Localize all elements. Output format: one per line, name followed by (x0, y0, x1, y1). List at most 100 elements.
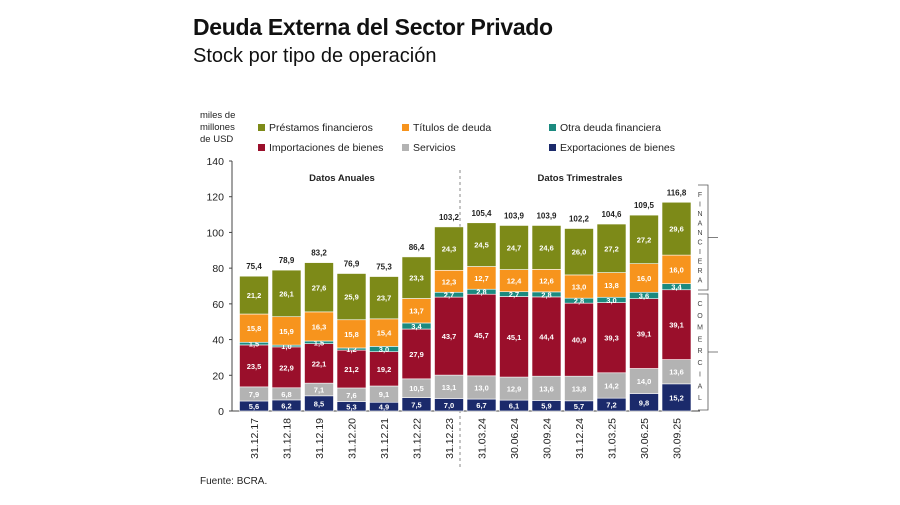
bar-segment (661, 383, 692, 412)
data-label: 2,8 (541, 290, 551, 299)
bar-segment (531, 296, 562, 377)
data-label: 25,9 (344, 293, 359, 302)
data-label: 21,2 (247, 291, 262, 300)
legend-label: Exportaciones de bienes (560, 142, 675, 154)
page-subtitle: Stock por tipo de operación (193, 45, 437, 67)
total-label: 83,2 (311, 249, 327, 258)
bar-segment (564, 228, 594, 276)
bar-segment (629, 298, 659, 369)
data-label: 12,3 (442, 277, 457, 286)
data-label: 13,8 (572, 385, 587, 394)
data-label: 43,7 (442, 332, 457, 341)
bar-segment (369, 351, 399, 387)
bar-segment (336, 273, 367, 321)
legend-swatch (402, 144, 409, 151)
data-label: 7,2 (606, 401, 616, 410)
data-label: 5,6 (249, 402, 259, 411)
bar-segment (369, 276, 399, 320)
bar-segment (434, 226, 464, 271)
data-label: 22,9 (279, 363, 294, 372)
data-label: 1,2 (346, 345, 356, 354)
bar-segment (629, 263, 659, 293)
x-tick-label: 31.12.24 (574, 418, 586, 459)
legend-swatch (549, 124, 556, 131)
total-label: 109,5 (634, 201, 655, 210)
data-label: 1,0 (281, 342, 291, 351)
bar-segment (466, 293, 497, 377)
section-label-annual: Datos Anuales (309, 173, 375, 184)
data-label: 16,0 (669, 265, 684, 274)
data-label: 16,0 (637, 274, 652, 283)
financiera-letter: I (699, 249, 701, 256)
comercial-letter: I (699, 372, 701, 379)
bar-segment (629, 368, 659, 394)
data-label: 15,4 (377, 329, 392, 338)
total-label: 103,9 (504, 211, 525, 220)
bar-segment (434, 296, 464, 376)
total-label: 75,3 (376, 263, 392, 272)
x-tick-label: 31.12.19 (314, 418, 326, 459)
data-label: 26,1 (279, 289, 294, 298)
data-label: 26,0 (572, 248, 587, 257)
y-tick-label: 120 (206, 192, 224, 204)
financiera-letter: E (698, 259, 703, 266)
data-label: 24,3 (442, 245, 457, 254)
data-label: 27,2 (604, 244, 619, 253)
legend-swatch (402, 124, 409, 131)
data-label: 24,7 (507, 244, 522, 253)
legend-swatch (258, 124, 265, 131)
bar-segment (401, 256, 432, 299)
data-label: 15,9 (279, 327, 294, 336)
data-label: 3,0 (606, 296, 616, 305)
bar-segment (596, 223, 627, 273)
data-label: 13,8 (604, 281, 619, 290)
comercial-bracket (698, 293, 718, 411)
bar-segment (596, 272, 627, 298)
data-label: 27,2 (637, 235, 652, 244)
data-label: 13,1 (442, 383, 457, 392)
bar-segment (336, 319, 367, 349)
data-label: 14,0 (637, 377, 652, 386)
comercial-letter: L (698, 395, 702, 402)
data-label: 3,0 (379, 345, 389, 354)
y-tick-label: 80 (212, 263, 224, 275)
data-label: 15,2 (669, 393, 684, 402)
bar-segment (466, 222, 497, 267)
x-tick-label: 31.12.18 (282, 418, 294, 459)
x-tick-label: 31.03.24 (477, 418, 489, 459)
x-tick-label: 30.09.24 (542, 418, 554, 459)
data-label: 3,6 (639, 291, 649, 300)
data-label: 45,1 (507, 333, 522, 342)
bar-segment (596, 372, 627, 399)
total-label: 102,2 (569, 215, 590, 224)
data-label: 13,0 (474, 383, 489, 392)
bar-segment (271, 346, 302, 389)
section-label-quarterly: Datos Trimestrales (537, 173, 622, 184)
data-label: 1,5 (314, 338, 324, 347)
data-label: 2,8 (574, 297, 584, 306)
legend-label: Importaciones de bienes (269, 142, 383, 154)
x-tick-label: 31.03.25 (607, 418, 619, 459)
data-label: 16,3 (312, 322, 327, 331)
total-label: 86,4 (409, 243, 425, 252)
data-label: 19,2 (377, 365, 392, 374)
total-label: 103,9 (536, 211, 557, 220)
data-label: 7,1 (314, 385, 324, 394)
data-label: 4,9 (379, 403, 389, 412)
total-label: 76,9 (344, 260, 360, 269)
legend-label: Títulos de deuda (413, 122, 491, 134)
bar-segment (661, 201, 692, 256)
data-label: 3,4 (671, 283, 682, 292)
data-label: 23,5 (247, 362, 262, 371)
financiera-letter: F (698, 192, 702, 199)
data-label: 13,0 (572, 283, 587, 292)
data-label: 22,1 (312, 359, 327, 368)
data-label: 5,3 (346, 402, 356, 411)
data-label: 15,8 (344, 330, 359, 339)
data-label: 6,2 (281, 401, 291, 410)
data-label: 7,6 (346, 391, 356, 400)
comercial-letter: R (697, 348, 702, 355)
data-label: 2,7 (444, 291, 454, 300)
bar-segment (271, 316, 302, 346)
x-tick-label: 31.12.23 (444, 418, 456, 459)
